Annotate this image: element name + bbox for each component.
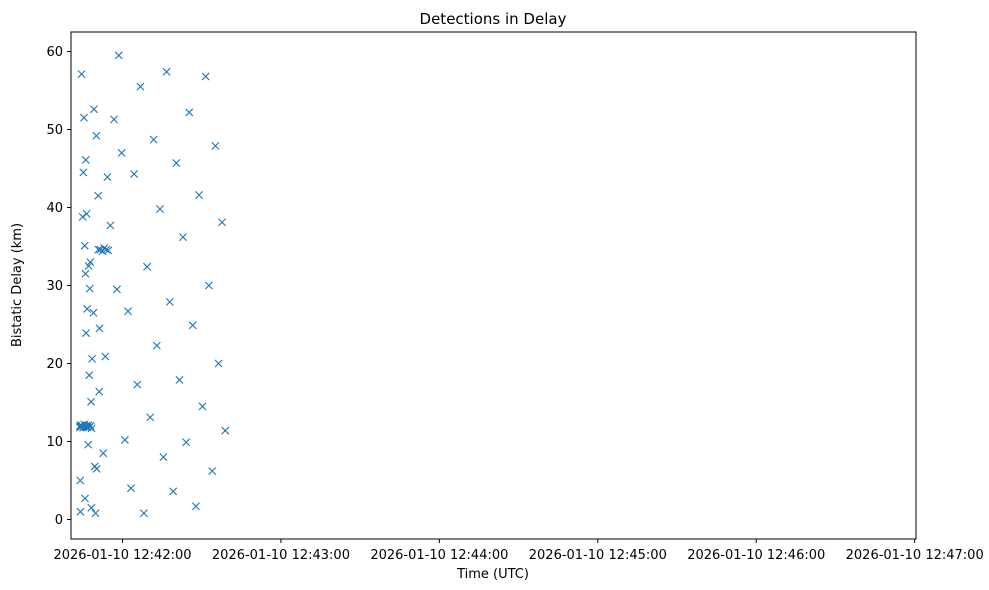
x-tick-label: 2026-01-10 12:42:00 xyxy=(53,548,191,563)
detection-point xyxy=(92,464,101,473)
detection-point xyxy=(198,402,207,411)
detection-point xyxy=(218,218,227,227)
detection-point xyxy=(94,191,103,200)
detection-point xyxy=(83,304,92,313)
detection-point xyxy=(204,281,213,290)
detection-point xyxy=(208,467,217,476)
detection-point xyxy=(162,67,171,76)
detection-point xyxy=(76,507,85,516)
detection-point xyxy=(185,108,194,117)
detection-point xyxy=(191,502,200,511)
detection-point xyxy=(149,135,158,144)
detection-point xyxy=(165,297,174,306)
detection-point xyxy=(78,212,87,221)
y-tick-label: 30 xyxy=(46,279,63,294)
detection-point xyxy=(146,413,155,422)
detection-point xyxy=(82,209,91,218)
detection-point xyxy=(81,269,90,278)
detection-point xyxy=(175,375,184,384)
detection-point xyxy=(86,421,95,430)
detection-point xyxy=(85,371,94,380)
chart-title: Detections in Delay xyxy=(420,10,567,28)
x-tick-label: 2026-01-10 12:44:00 xyxy=(370,548,508,563)
x-tick-label: 2026-01-10 12:47:00 xyxy=(846,548,984,563)
detection-point xyxy=(89,105,98,114)
y-tick-label: 40 xyxy=(46,201,63,216)
detection-point xyxy=(201,72,210,81)
detection-point xyxy=(169,487,178,496)
detection-point xyxy=(77,70,86,79)
detection-point xyxy=(178,233,187,242)
detection-point xyxy=(79,168,88,177)
detection-point xyxy=(88,354,97,363)
detection-point xyxy=(82,329,91,338)
detection-point xyxy=(81,494,89,503)
detection-point xyxy=(110,115,119,124)
detection-point xyxy=(87,503,96,512)
detection-point xyxy=(152,341,161,350)
detection-point xyxy=(102,245,111,254)
detection-point xyxy=(211,141,220,150)
detection-point xyxy=(139,509,148,518)
detection-point xyxy=(221,426,230,435)
x-axis-title: Time (UTC) xyxy=(456,567,529,582)
detection-point xyxy=(117,148,126,157)
detection-point xyxy=(106,221,115,230)
detection-point xyxy=(114,51,123,60)
detection-point xyxy=(156,205,164,214)
y-tick-label: 60 xyxy=(46,45,63,60)
detection-point xyxy=(95,387,104,396)
detection-point xyxy=(99,449,108,458)
detection-point xyxy=(91,509,100,518)
y-axis-title: Bistatic Delay (km) xyxy=(10,223,25,347)
detection-point xyxy=(133,380,142,389)
detection-point xyxy=(112,285,121,294)
x-axis: 2026-01-10 12:42:00 2026-01-10 12:43:00 20… xyxy=(53,539,984,563)
detection-point xyxy=(89,308,98,317)
y-tick-label: 10 xyxy=(46,435,63,450)
y-axis: 0 10 20 30 40 50 60 xyxy=(46,45,71,528)
detection-point xyxy=(84,440,93,449)
detection-point xyxy=(136,82,145,91)
detection-point xyxy=(85,284,94,293)
detection-point xyxy=(104,246,113,255)
detection-point xyxy=(80,241,89,250)
scatter-points xyxy=(75,51,230,518)
detection-point xyxy=(101,352,110,361)
x-tick-label: 2026-01-10 12:46:00 xyxy=(687,548,825,563)
y-tick-label: 20 xyxy=(46,357,63,372)
y-tick-label: 50 xyxy=(46,123,63,138)
detection-point xyxy=(172,159,181,168)
detection-point xyxy=(130,169,139,178)
detection-point xyxy=(79,113,88,122)
detection-point xyxy=(214,359,223,368)
detection-point xyxy=(182,438,191,447)
detection-point xyxy=(81,155,90,164)
x-tick-label: 2026-01-10 12:45:00 xyxy=(529,548,667,563)
detection-point xyxy=(84,262,93,270)
y-tick-label: 0 xyxy=(55,513,63,528)
detection-point xyxy=(76,476,85,485)
detection-point xyxy=(87,397,96,406)
detection-point xyxy=(126,484,135,493)
detection-point xyxy=(120,435,129,444)
detection-point xyxy=(143,262,152,271)
detection-point xyxy=(159,453,168,462)
detection-point xyxy=(124,307,133,316)
detection-point xyxy=(103,173,112,182)
detection-point xyxy=(195,191,204,200)
x-tick-label: 2026-01-10 12:43:00 xyxy=(212,548,350,563)
detection-point xyxy=(188,321,197,330)
detection-point xyxy=(92,131,101,140)
detection-point xyxy=(95,324,104,333)
detection-point xyxy=(87,424,96,433)
